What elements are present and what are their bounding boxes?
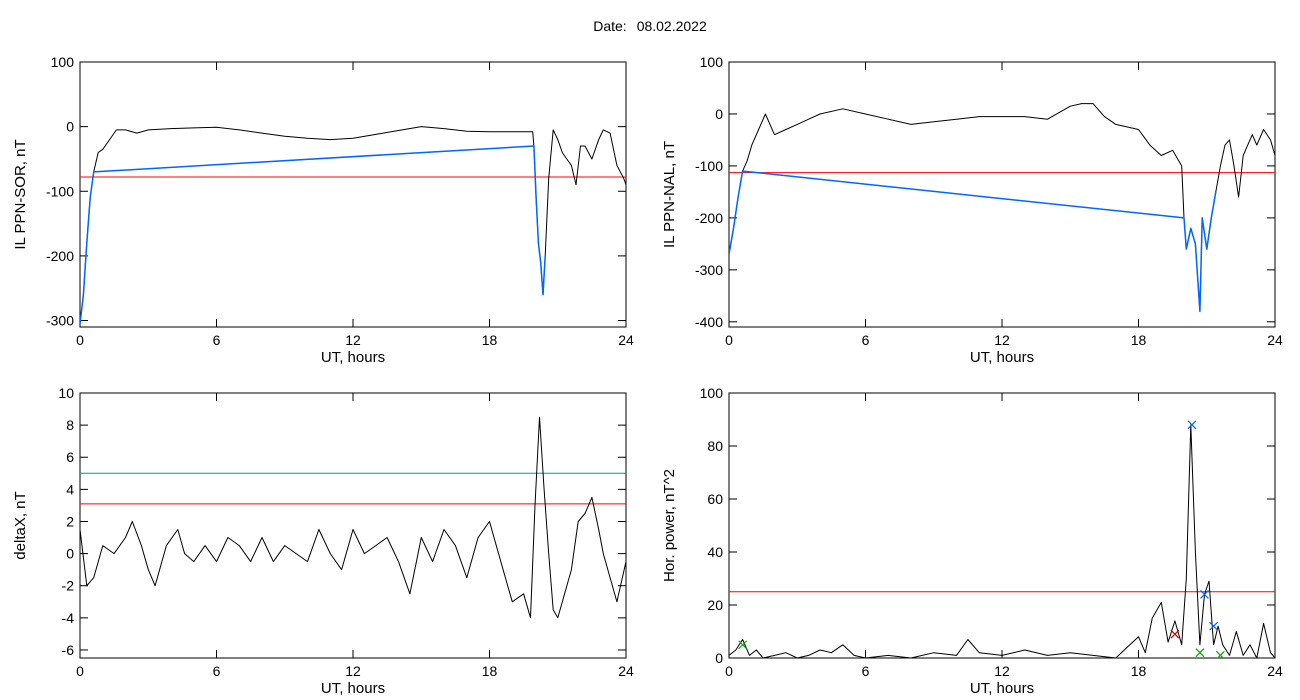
y-tick-label: 8 <box>66 417 74 433</box>
series-line <box>80 416 626 619</box>
series-line <box>80 145 546 324</box>
plot-area <box>729 420 1275 658</box>
x-tick-label: 0 <box>76 332 84 348</box>
peak-marker <box>1195 648 1205 658</box>
x-tick-label: 18 <box>482 663 498 679</box>
axes-frame <box>79 392 627 659</box>
x-tick-label: 0 <box>76 663 84 679</box>
x-tick-label: 6 <box>862 663 870 679</box>
y-tick-label: -400 <box>695 314 723 330</box>
y-tick-label: 0 <box>715 106 723 122</box>
peak-marker <box>1209 621 1218 631</box>
x-tick-label: 18 <box>1131 663 1147 679</box>
y-tick-label: 100 <box>51 54 75 70</box>
x-axis-label: UT, hours <box>321 349 385 366</box>
y-tick-label: 10 <box>58 385 74 401</box>
y-tick-label: 60 <box>707 491 723 507</box>
x-axis-label: UT, hours <box>970 680 1034 697</box>
y-tick-label: 0 <box>66 119 74 135</box>
y-axis-label: IL PPN-SOR, nT <box>12 139 29 249</box>
x-tick-label: 0 <box>725 332 733 348</box>
marker-stroke <box>738 640 748 650</box>
chart-date-header: Date: 08.02.2022 <box>0 18 1300 34</box>
y-tick-label: -200 <box>46 248 74 264</box>
y-tick-label: 0 <box>66 546 74 562</box>
marker-stroke <box>1200 589 1209 599</box>
x-tick-label: 18 <box>1131 332 1147 348</box>
x-tick-label: 6 <box>213 332 221 348</box>
x-tick-label: 24 <box>618 332 634 348</box>
y-tick-label: 100 <box>700 385 724 401</box>
x-tick-label: 12 <box>345 332 361 348</box>
y-tick-label: -300 <box>695 262 723 278</box>
series-line <box>729 103 1275 312</box>
x-tick-label: 0 <box>725 663 733 679</box>
axes-frame <box>728 392 1276 659</box>
x-axis-label: UT, hours <box>321 680 385 697</box>
peak-marker <box>1215 650 1225 658</box>
axes-frame <box>728 61 1276 328</box>
marker-stroke <box>1187 420 1197 430</box>
chart-hor-power: 0 6 12 18 24 100 80 60 40 20 0 UT, hours Hor. power,… <box>661 385 1283 697</box>
peak-marker <box>1170 629 1180 639</box>
peak-marker <box>1187 420 1197 430</box>
marker-stroke <box>1195 648 1205 658</box>
series-line <box>729 170 1217 313</box>
x-tick-label: 12 <box>345 663 361 679</box>
y-tick-label: -100 <box>695 158 723 174</box>
y-axis-label: deltaX, nT <box>12 491 29 559</box>
y-tick-label: 2 <box>66 513 74 529</box>
y-tick-label: -300 <box>46 313 74 329</box>
y-tick-label: 100 <box>700 54 724 70</box>
y-tick-label: 20 <box>707 597 723 613</box>
x-axis-label: UT, hours <box>970 349 1034 366</box>
chart-deltax: 0 6 12 18 24 10 8 6 4 2 0 -2 -4 -6 UT, hours deltaX, nT <box>12 385 634 697</box>
marker-stroke <box>1209 621 1218 631</box>
series-line <box>80 126 626 324</box>
chart-il-sor: 0 6 12 18 24 100 0 -100 -200 -300 UT, hours IL PPN-… <box>12 54 634 366</box>
marker-stroke <box>1216 650 1225 658</box>
marker-stroke <box>1170 629 1180 639</box>
y-axis-label: IL PPN-NAL, nT <box>661 141 678 248</box>
x-tick-label: 12 <box>994 663 1010 679</box>
x-tick-label: 24 <box>1267 332 1283 348</box>
x-tick-label: 6 <box>862 332 870 348</box>
x-tick-label: 24 <box>1267 663 1283 679</box>
y-tick-label: -100 <box>46 183 74 199</box>
x-tick-label: 6 <box>213 663 221 679</box>
series-line <box>729 424 1275 658</box>
y-axis-label: Hor. power, nT^2 <box>661 469 678 582</box>
y-tick-label: 40 <box>707 544 723 560</box>
x-tick-label: 18 <box>482 332 498 348</box>
date-value: 08.02.2022 <box>636 18 707 34</box>
y-tick-label: 4 <box>66 481 74 497</box>
y-tick-label: -200 <box>695 210 723 226</box>
x-tick-label: 12 <box>994 332 1010 348</box>
y-tick-label: -6 <box>62 642 75 658</box>
date-label: Date: <box>593 18 627 34</box>
plot-area <box>80 416 626 619</box>
y-tick-label: 6 <box>66 449 74 465</box>
plot-area <box>80 126 626 324</box>
x-tick-label: 24 <box>618 663 634 679</box>
y-tick-label: 80 <box>707 438 723 454</box>
plot-area <box>729 103 1275 313</box>
y-tick-label: -4 <box>62 610 75 626</box>
peak-marker <box>738 640 748 650</box>
y-tick-label: 0 <box>715 650 723 666</box>
peak-marker <box>1200 589 1209 599</box>
chart-il-nal: 0 6 12 18 24 100 0 -100 -200 -300 -400 UT, hours IL … <box>661 54 1283 366</box>
y-tick-label: -2 <box>62 578 75 594</box>
